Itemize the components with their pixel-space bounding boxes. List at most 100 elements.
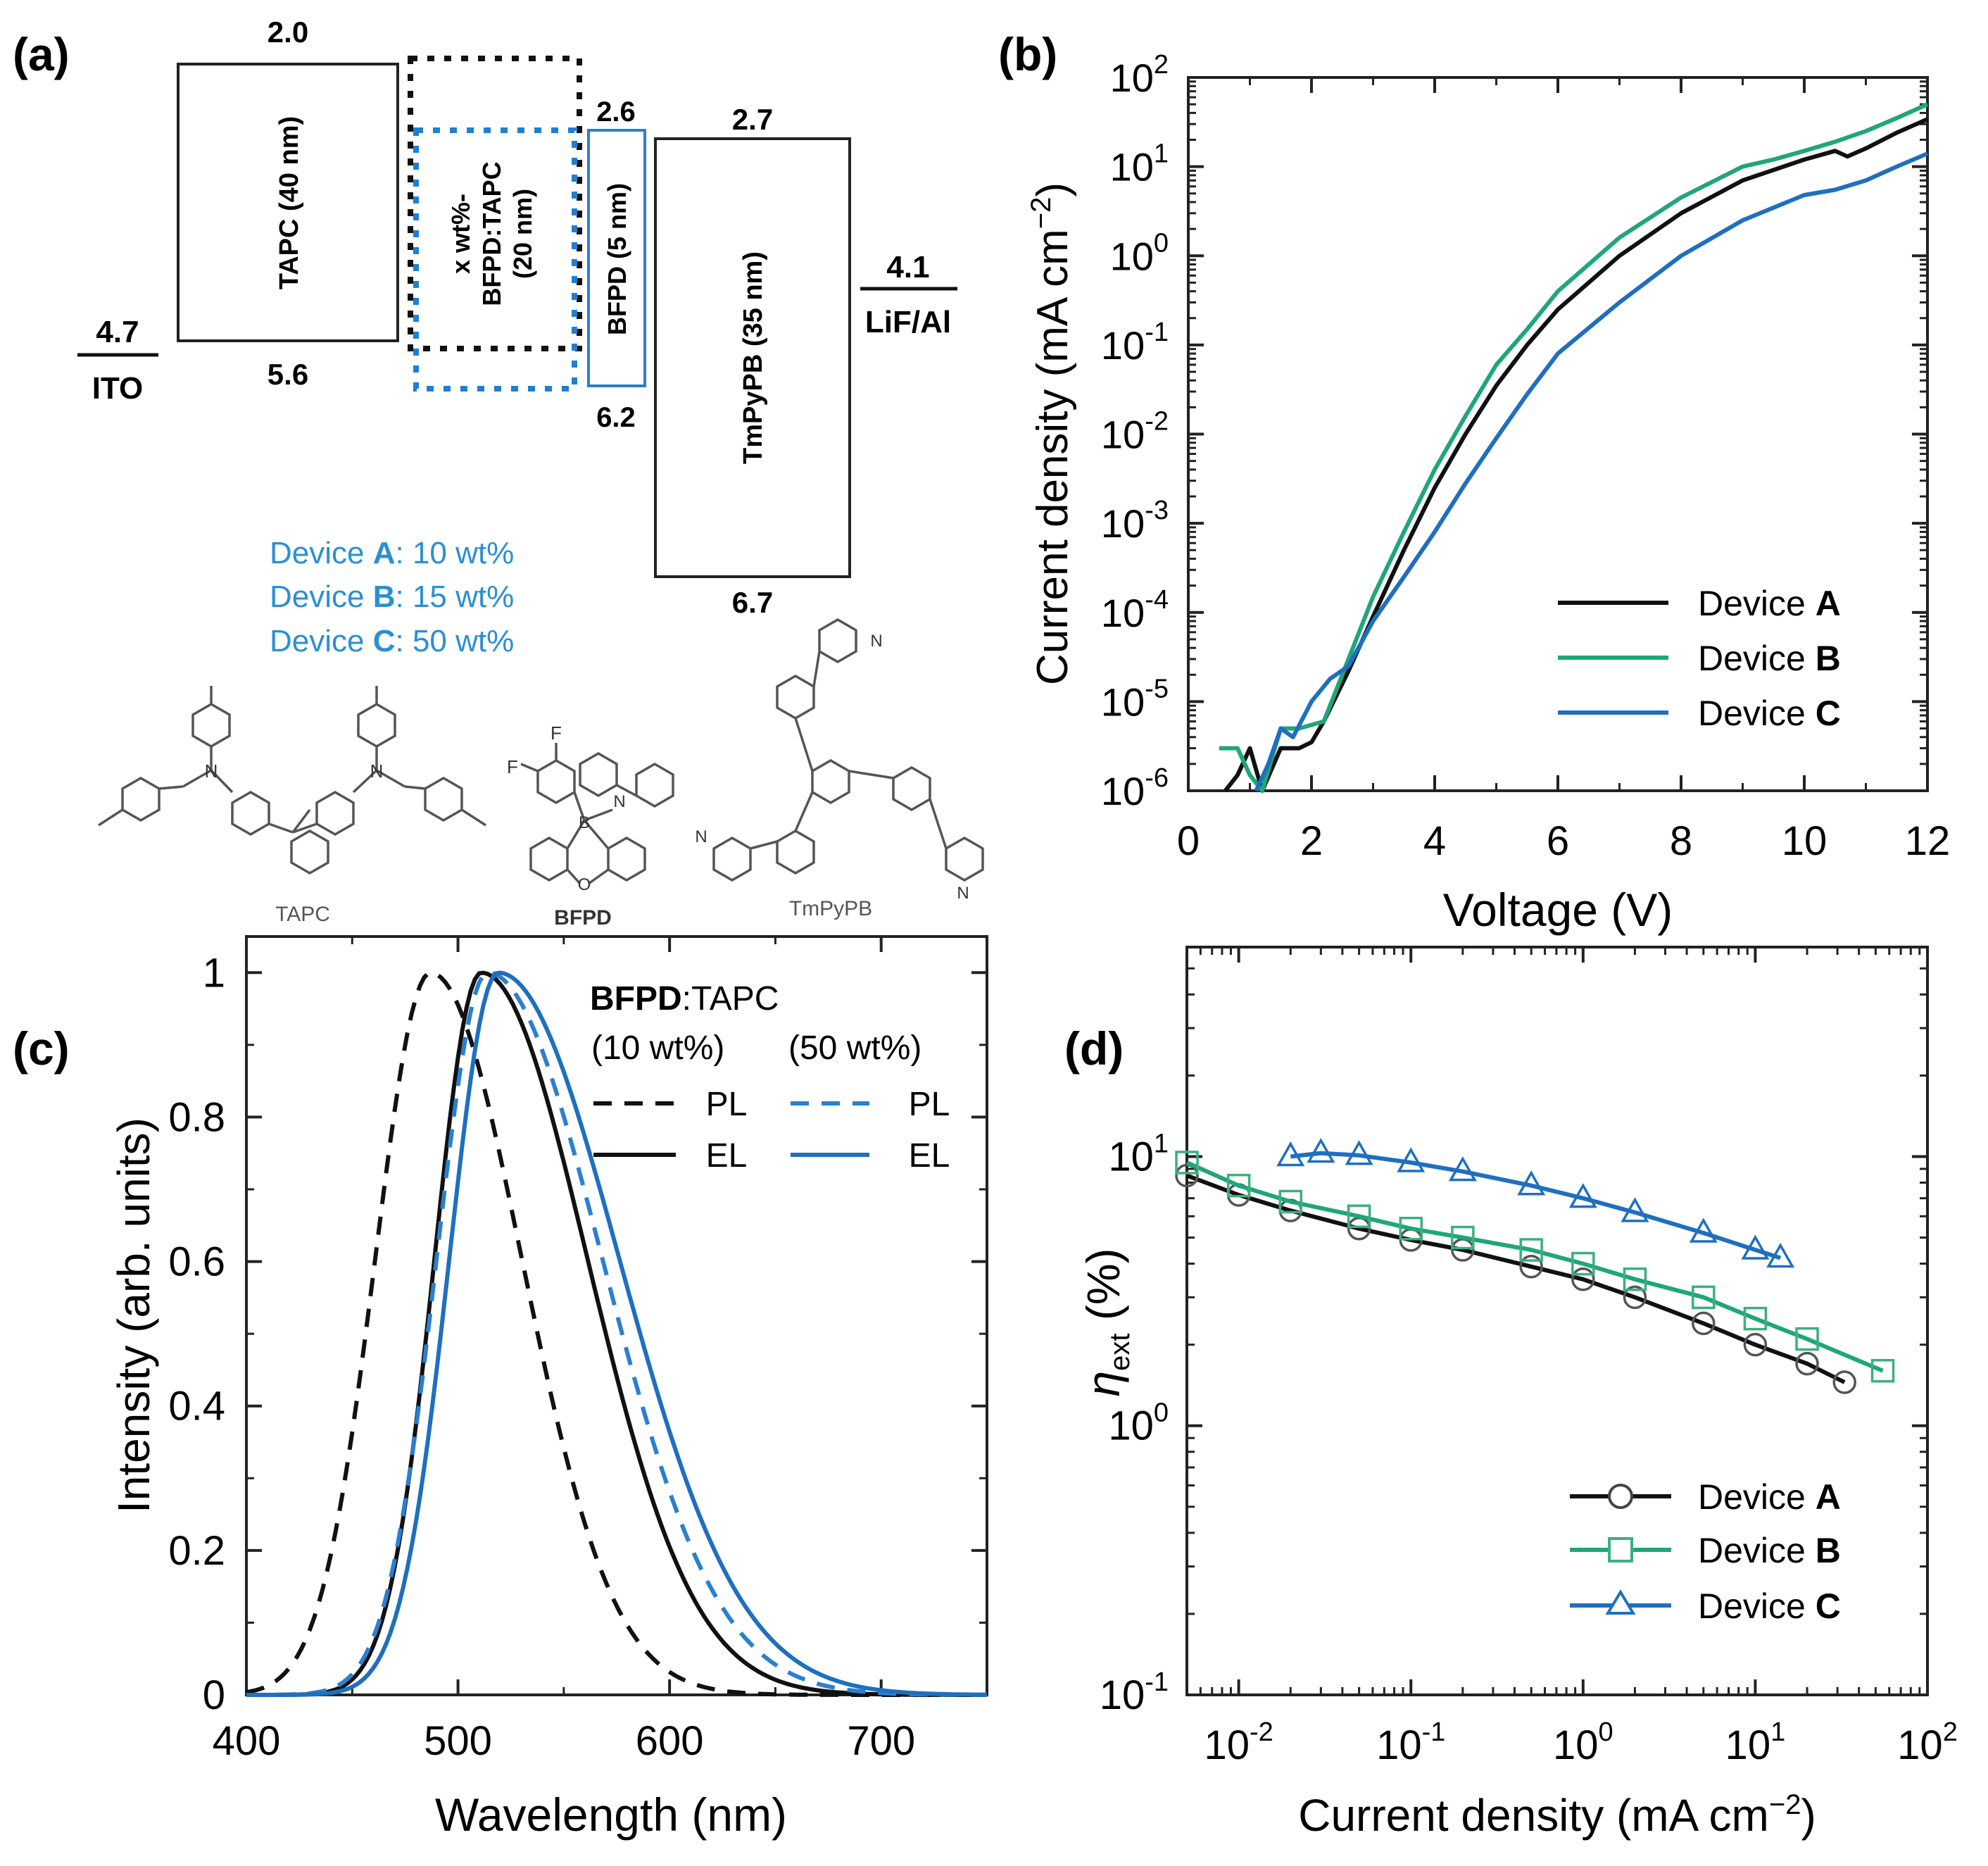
c-xtick-label: 600 — [636, 1718, 704, 1764]
panel-c-label: (c) — [13, 1022, 70, 1075]
bfpd-ring-2 — [579, 751, 618, 798]
panel-a-label: (a) — [13, 28, 70, 80]
b-series-line-c — [1254, 151, 1929, 792]
d-ytick-label: 101 — [1108, 1129, 1169, 1179]
legend-d-marker-a — [1608, 1484, 1633, 1509]
tmpypb-lumo: 2.7 — [732, 103, 773, 136]
d-series-line-a — [1185, 1173, 1846, 1384]
d-marker-a — [1175, 1163, 1199, 1188]
b-ytick-label: 10-5 — [1101, 674, 1169, 724]
d-marker-c — [1741, 1234, 1770, 1260]
b-xtick-label: 10 — [1782, 818, 1827, 864]
tapc-ring-2 — [121, 776, 161, 822]
tapc-lumo: 2.0 — [268, 15, 308, 49]
c-xtick-label: 400 — [213, 1718, 281, 1764]
tapc-ring-6 — [424, 776, 463, 822]
panel-c-x-tick-labels: 400 500 600 700 — [213, 1718, 915, 1764]
d-series-line-c — [1290, 1151, 1782, 1260]
panel-b-ylabel: Current density (mA cm−2) — [1026, 182, 1077, 685]
tapc-ring-5 — [357, 702, 396, 749]
bfpd-lumo: 2.6 — [596, 96, 636, 127]
d-marker-c — [1307, 1138, 1335, 1163]
tmpypb-n-right: N — [957, 884, 969, 903]
d-marker-b — [1692, 1285, 1716, 1310]
tapc-ring-3 — [231, 790, 270, 837]
b-ytick-label: 10-1 — [1101, 318, 1169, 368]
d-marker-c — [1517, 1170, 1546, 1196]
panel-c-legend: BFPD:TAPC (10 wt%) (50 wt%) PL PL EL EL — [590, 980, 950, 1175]
d-ytick-label: 10-1 — [1100, 1667, 1169, 1718]
bfpd-label: BFPD (5 nm) — [603, 183, 631, 335]
tapc-n-left: N — [205, 760, 218, 782]
d-marker-b — [1571, 1251, 1595, 1276]
b-series-line-a — [1223, 117, 1929, 793]
panel-c-frame — [245, 935, 988, 1696]
device-b-composition: Device B: 15 wt% — [270, 580, 514, 614]
d-marker-c — [1345, 1140, 1373, 1165]
legend-c-pl-10-label: PL — [706, 1086, 748, 1123]
panel-d-label: (d) — [1064, 1022, 1124, 1075]
tmpypb-phenyl-top — [776, 674, 815, 720]
panel-c-series — [246, 970, 987, 1697]
panel-a-energy-diagram: (a) 4.7 ITO 2.0 5.6 TAPC (40 nm) x wt%- … — [13, 15, 984, 929]
panel-d-frame — [1185, 946, 1929, 1696]
panel-b-label: (b) — [998, 28, 1057, 80]
device-c-composition: Device C: 50 wt% — [270, 624, 514, 658]
d-marker-c — [1766, 1242, 1795, 1268]
c-series-pl-10 — [246, 970, 987, 1697]
tapc-box — [177, 63, 399, 342]
bfpd-name: BFPD — [554, 906, 612, 929]
panel-b-y-tick-labels: 10-6 10-5 10-4 10-3 10-2 10-1 100 101 102 — [1101, 50, 1169, 813]
b-xtick-label: 12 — [1905, 818, 1951, 864]
tmpypb-phenyl-right — [892, 765, 931, 812]
eml-label: x wt%- BFPD:TAPC (20 nm) — [446, 161, 537, 306]
panel-c-xlabel: Wavelength (nm) — [435, 1789, 787, 1841]
d-marker-c — [1568, 1183, 1597, 1208]
b-xtick-label: 2 — [1300, 818, 1323, 864]
bfpd-pyridine — [635, 762, 674, 808]
legend-c-col2: (50 wt%) — [788, 1029, 921, 1067]
c-ytick-label: 1 — [203, 950, 225, 996]
panel-c-ticks — [245, 937, 988, 1696]
panel-c-y-tick-labels: 0 0.2 0.4 0.6 0.8 1 — [168, 950, 225, 1718]
d-marker-b — [1226, 1173, 1251, 1198]
d-marker-a — [1519, 1255, 1543, 1279]
tmpypb-pyridine-left — [712, 836, 752, 882]
panel-d-x-tick-labels: 10-2 10-1 100 101 102 — [1204, 1717, 1957, 1768]
tapc-ring-4 — [315, 790, 355, 837]
bfpd-homo: 6.2 — [596, 402, 636, 433]
tmpypb-n-top: N — [870, 632, 882, 651]
bfpd-ring-4 — [607, 836, 646, 882]
tmpypb-pyridine-top — [818, 618, 857, 664]
d-marker-c — [1276, 1141, 1305, 1167]
panel-d-eqe-chart: (d) 10-1 100 101 10-2 10-1 100 101 102 Current… — [1064, 946, 1958, 1841]
panel-b-ticks — [1187, 76, 1929, 792]
d-xtick-label: 101 — [1725, 1717, 1786, 1768]
tapc-n-right: N — [370, 760, 384, 782]
tmpypb-n-left: N — [695, 827, 707, 846]
legend-b-label-b: Device B — [1698, 639, 1841, 678]
panel-b-frame — [1187, 76, 1929, 792]
panel-d-y-tick-labels: 10-1 100 101 — [1100, 1129, 1169, 1718]
c-ytick-label: 0.4 — [168, 1384, 225, 1429]
panel-d-series — [1175, 1138, 1895, 1394]
b-ytick-label: 102 — [1110, 50, 1169, 100]
panel-d-ticks — [1187, 946, 1929, 1696]
panel-b-series — [1219, 102, 1929, 793]
c-series-el-50 — [246, 970, 987, 1697]
panel-b-legend: Device A Device B Device C — [1558, 584, 1841, 733]
legend-c-el-50-label: EL — [909, 1137, 950, 1175]
b-ytick-label: 101 — [1110, 139, 1169, 189]
b-ytick-label: 10-4 — [1101, 585, 1169, 635]
bfpd-ring-1 — [536, 758, 576, 805]
legend-b-label-c: Device C — [1698, 694, 1841, 733]
lifal-value: 4.1 — [886, 250, 929, 284]
eml-bfpd-dotted-box — [413, 127, 577, 392]
bfpd-b-atom: B — [579, 813, 590, 832]
bfpd-o-atom: O — [578, 875, 591, 894]
panel-d-legend: Device A Device B Device C — [1570, 1477, 1841, 1626]
c-ytick-label: 0.2 — [168, 1528, 225, 1574]
legend-c-el-10-label: EL — [706, 1137, 748, 1175]
d-marker-a — [1743, 1332, 1768, 1357]
